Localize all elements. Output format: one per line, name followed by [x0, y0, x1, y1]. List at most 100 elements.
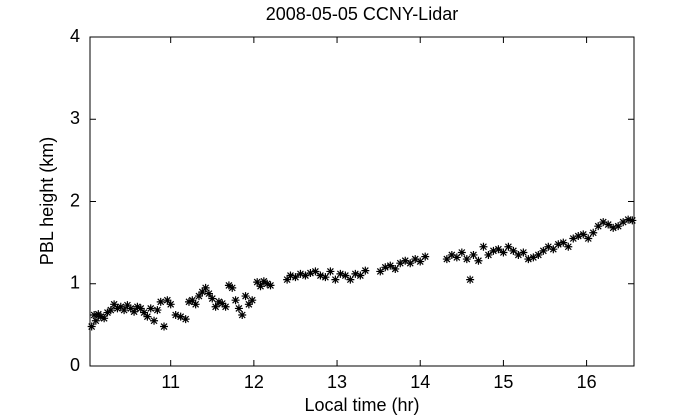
point	[266, 281, 275, 290]
point	[421, 252, 430, 261]
point	[143, 312, 152, 321]
point	[447, 250, 456, 259]
y-tick-label: 1	[70, 273, 80, 293]
point	[574, 232, 583, 241]
point	[110, 300, 119, 309]
point	[123, 301, 132, 310]
point	[224, 281, 233, 290]
point	[628, 216, 637, 225]
point	[594, 222, 603, 231]
point	[201, 283, 210, 292]
point	[416, 257, 425, 266]
point	[259, 277, 268, 286]
point	[589, 228, 598, 237]
point	[549, 245, 558, 254]
point	[241, 292, 250, 301]
point	[136, 304, 145, 313]
point	[554, 240, 563, 249]
point	[87, 322, 96, 331]
point	[579, 230, 588, 239]
point	[160, 322, 169, 331]
point	[113, 304, 122, 313]
point	[442, 255, 451, 264]
point	[198, 287, 207, 296]
x-tick-label: 16	[577, 372, 597, 392]
point	[188, 296, 197, 305]
point	[519, 248, 528, 257]
point	[306, 269, 315, 278]
point	[214, 297, 223, 306]
point	[396, 259, 405, 268]
point	[474, 256, 483, 265]
point	[462, 255, 471, 264]
point	[116, 302, 125, 311]
point	[286, 271, 295, 280]
point	[253, 278, 262, 287]
point	[120, 306, 129, 315]
point	[166, 300, 175, 309]
point	[96, 312, 105, 321]
point	[411, 255, 420, 264]
point	[218, 299, 227, 308]
point	[248, 296, 257, 305]
point	[479, 242, 488, 251]
point	[256, 282, 265, 291]
chart-title: 2008-05-05 CCNY-Lidar	[266, 4, 458, 24]
point	[376, 267, 385, 276]
x-tick-label: 11	[161, 372, 180, 392]
point	[489, 246, 498, 255]
point	[221, 302, 230, 311]
point	[336, 269, 345, 278]
point	[539, 246, 548, 255]
point	[234, 304, 243, 313]
point	[184, 297, 193, 306]
point	[569, 234, 578, 243]
point	[238, 311, 247, 320]
point	[163, 296, 172, 305]
point	[153, 306, 162, 315]
point	[514, 250, 523, 259]
point	[316, 271, 325, 280]
point	[311, 267, 320, 276]
y-tick-label: 4	[70, 26, 80, 46]
point	[614, 222, 623, 231]
point	[103, 308, 112, 317]
point	[181, 315, 190, 324]
x-tick-label: 15	[493, 372, 513, 392]
point	[263, 279, 272, 288]
point	[106, 306, 115, 315]
point	[386, 261, 395, 270]
y-tick-label: 0	[70, 355, 80, 375]
x-tick-label: 12	[244, 372, 264, 392]
point	[564, 242, 573, 251]
point	[356, 271, 365, 280]
point	[346, 275, 355, 284]
point	[469, 250, 478, 259]
point	[452, 253, 461, 262]
point	[283, 275, 292, 284]
point	[331, 275, 340, 284]
point	[244, 300, 253, 309]
point	[466, 275, 475, 284]
point	[584, 234, 593, 243]
point	[321, 273, 330, 282]
point	[509, 246, 518, 255]
point	[624, 215, 633, 224]
point	[559, 238, 568, 247]
point	[504, 242, 513, 251]
point	[208, 294, 217, 303]
point	[351, 269, 360, 278]
point	[146, 304, 155, 313]
x-tick-label: 14	[410, 372, 430, 392]
x-tick-label: 13	[327, 372, 347, 392]
point	[133, 302, 142, 311]
point	[484, 250, 493, 259]
point	[341, 271, 350, 280]
point	[609, 223, 618, 232]
point	[544, 242, 553, 251]
x-axis-label: Local time (hr)	[304, 395, 419, 415]
point	[406, 259, 415, 268]
point	[191, 300, 200, 309]
y-axis-label: PBL height (km)	[37, 137, 57, 265]
